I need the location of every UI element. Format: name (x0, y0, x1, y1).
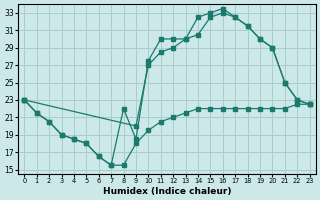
X-axis label: Humidex (Indice chaleur): Humidex (Indice chaleur) (103, 187, 231, 196)
